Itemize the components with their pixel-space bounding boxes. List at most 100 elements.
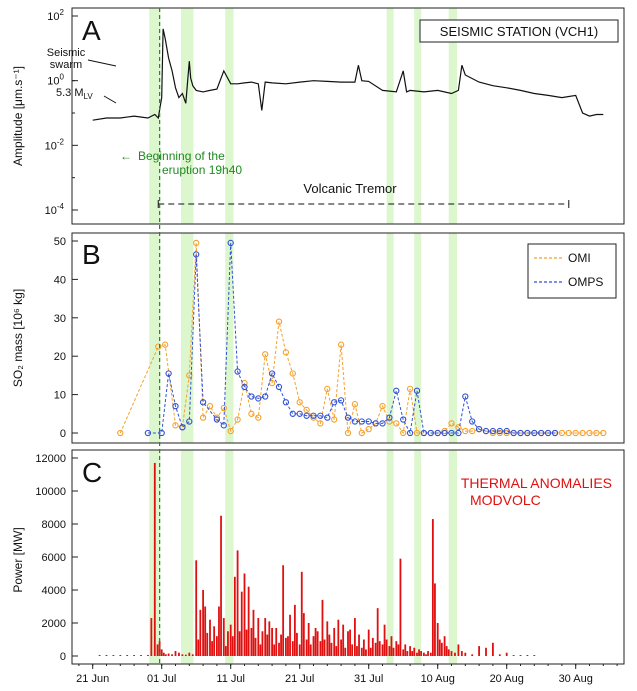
thermal-bar-38	[229, 624, 232, 656]
omi-point-19	[282, 349, 290, 356]
omi-point-38	[413, 429, 421, 437]
thermal-bar-120	[418, 649, 420, 656]
omi-point-33	[379, 402, 386, 410]
highlight-band-0-1	[149, 233, 161, 443]
thermal-bar-84	[335, 646, 338, 656]
thermal-bar-94	[358, 634, 360, 656]
thermal-bar-76	[316, 631, 319, 656]
thermal-bar-16	[171, 654, 173, 656]
thermal-bar-73	[309, 644, 312, 656]
thermal-bar-106	[385, 639, 388, 656]
thermal-bar-126	[431, 519, 434, 656]
omi-point-30	[358, 429, 365, 437]
omps-point-41	[441, 429, 448, 437]
omps-point-26	[337, 397, 345, 404]
omi-point-31	[365, 426, 372, 433]
highlight-band-4-0	[414, 8, 422, 224]
thermal-bar-125	[429, 652, 432, 656]
thermal-bar-10	[156, 644, 159, 656]
thermal-bar-29	[209, 619, 211, 656]
omps-point-8	[213, 416, 221, 423]
omi-point-61	[572, 429, 579, 437]
thermal-bar-103	[378, 641, 381, 656]
thermal-bar-79	[323, 639, 326, 656]
seismic-amplitude-line	[92, 28, 604, 121]
thermal-bar-134	[450, 651, 453, 656]
highlight-band-2-1	[225, 233, 234, 443]
omps-point-30	[365, 418, 372, 425]
thermal-bar-5	[133, 655, 135, 656]
thermal-bar-145	[512, 655, 515, 656]
highlight-band-4-2	[414, 450, 422, 664]
thermal-bar-102	[376, 608, 379, 656]
thermal-bar-46	[247, 586, 250, 656]
eruption-label-line2: eruption 19h40	[162, 163, 242, 177]
omi-point-22	[303, 406, 310, 414]
panel-a-frame	[71, 7, 625, 225]
thermal-bar-8	[150, 618, 153, 656]
omps-point-55	[538, 429, 545, 437]
omps-point-39	[427, 429, 434, 437]
eruption-annotation: ← Beginning of the eruption 19h40	[120, 149, 242, 177]
thermal-bar-119	[416, 652, 418, 656]
thermal-bar-32	[216, 636, 218, 656]
legend-box	[527, 243, 617, 299]
thermal-bar-69	[300, 571, 303, 656]
thermal-bar-137	[460, 651, 463, 656]
panel-a-ytick-label-0: 102	[47, 8, 64, 23]
seismic-swarm-label-2: swarm	[50, 59, 82, 71]
highlight-band-5-1	[448, 233, 458, 443]
thermal-bar-81	[328, 634, 331, 656]
thermal-bar-109	[392, 647, 395, 656]
panel-a-title: SEISMIC STATION (VCH1)	[440, 24, 598, 39]
omi-point-63	[586, 429, 593, 437]
omps-point-34	[393, 387, 400, 394]
panel-c-title-line1: THERMAL ANOMALIES	[461, 475, 612, 491]
omps-point-22	[310, 412, 317, 419]
omps-point-40	[434, 429, 441, 437]
thermal-bar-33	[218, 606, 220, 656]
panel-a-ytick-label-3: 10-4	[45, 202, 65, 217]
thermal-bar-116	[409, 646, 411, 656]
thermal-bar-51	[259, 644, 262, 656]
thermal-bar-47	[250, 627, 253, 656]
panel-c-ytick-label-3: 6000	[42, 552, 66, 564]
thermal-bar-20	[184, 654, 187, 656]
thermal-bar-99	[369, 647, 372, 656]
panel-a-yaxis: 102 100 10-2 10-4	[45, 8, 78, 217]
omps-point-2	[165, 370, 172, 377]
omi-point-24	[317, 420, 324, 427]
omi-point-28	[344, 429, 352, 437]
omps-point-37	[413, 387, 421, 394]
panel-c-ylabel: Power [MW]	[11, 527, 25, 592]
panel-a-title-box	[419, 19, 619, 43]
thermal-bar-62	[285, 637, 287, 656]
panel-a-letter: A	[82, 15, 101, 46]
omps-line	[147, 242, 555, 435]
omps-point-7	[199, 399, 207, 406]
thermal-bar-123	[425, 654, 427, 656]
omi-point-45	[462, 427, 469, 435]
panel-a-ylabel: Amplitude [μm.s⁻¹]	[11, 66, 25, 166]
thermal-bar-44	[243, 573, 246, 656]
thermal-bar-95	[360, 647, 363, 656]
panel-c-title-line2: MODVOLC	[470, 492, 541, 508]
thermal-bar-1	[105, 655, 108, 656]
thermal-bar-104	[381, 644, 384, 656]
omi-point-51	[503, 429, 510, 437]
panel-a-ytick-label-2: 10-2	[45, 137, 65, 152]
panel-c-ytick-label-6: 12000	[35, 453, 66, 465]
legend-omi-label: OMI	[568, 251, 591, 265]
omps-point-20	[296, 410, 303, 417]
thermal-bar-93	[356, 646, 358, 656]
omi-point-8	[206, 402, 214, 410]
omi-point-14	[248, 410, 255, 417]
thermal-bar-114	[404, 644, 407, 656]
omps-point-14	[255, 395, 262, 402]
omi-point-60	[565, 429, 572, 437]
omi-point-10	[220, 404, 227, 412]
omps-point-46	[475, 426, 483, 433]
omps-point-28	[351, 418, 359, 425]
thermal-bar-82	[330, 642, 333, 656]
thermal-bar-50	[257, 618, 260, 656]
